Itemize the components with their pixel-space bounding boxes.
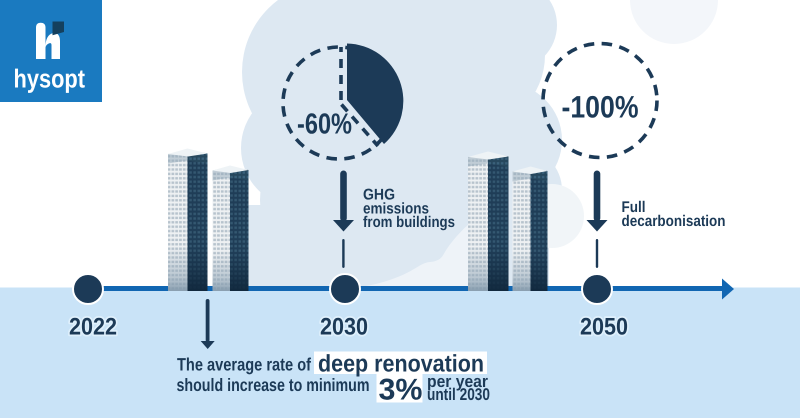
svg-text:Full: Full [622,199,646,216]
svg-text:The average rate of: The average rate of [177,355,312,375]
svg-text:-100%: -100% [562,90,639,125]
svg-text:2030: 2030 [320,314,368,341]
svg-text:from buildings: from buildings [363,214,455,231]
svg-text:3%: 3% [379,374,423,407]
svg-text:hysopt: hysopt [14,64,86,94]
svg-text:per year: per year [427,372,488,391]
svg-text:deep renovation: deep renovation [318,351,484,378]
svg-text:decarbonisation: decarbonisation [622,213,726,230]
svg-text:-60%: -60% [297,109,352,141]
svg-text:GHG: GHG [363,187,395,204]
svg-text:2050: 2050 [580,314,628,341]
svg-text:emissions: emissions [363,200,429,217]
svg-text:should increase to minimum: should increase to minimum [177,375,370,395]
svg-text:2022: 2022 [69,314,117,341]
svg-text:until 2030: until 2030 [427,385,490,404]
